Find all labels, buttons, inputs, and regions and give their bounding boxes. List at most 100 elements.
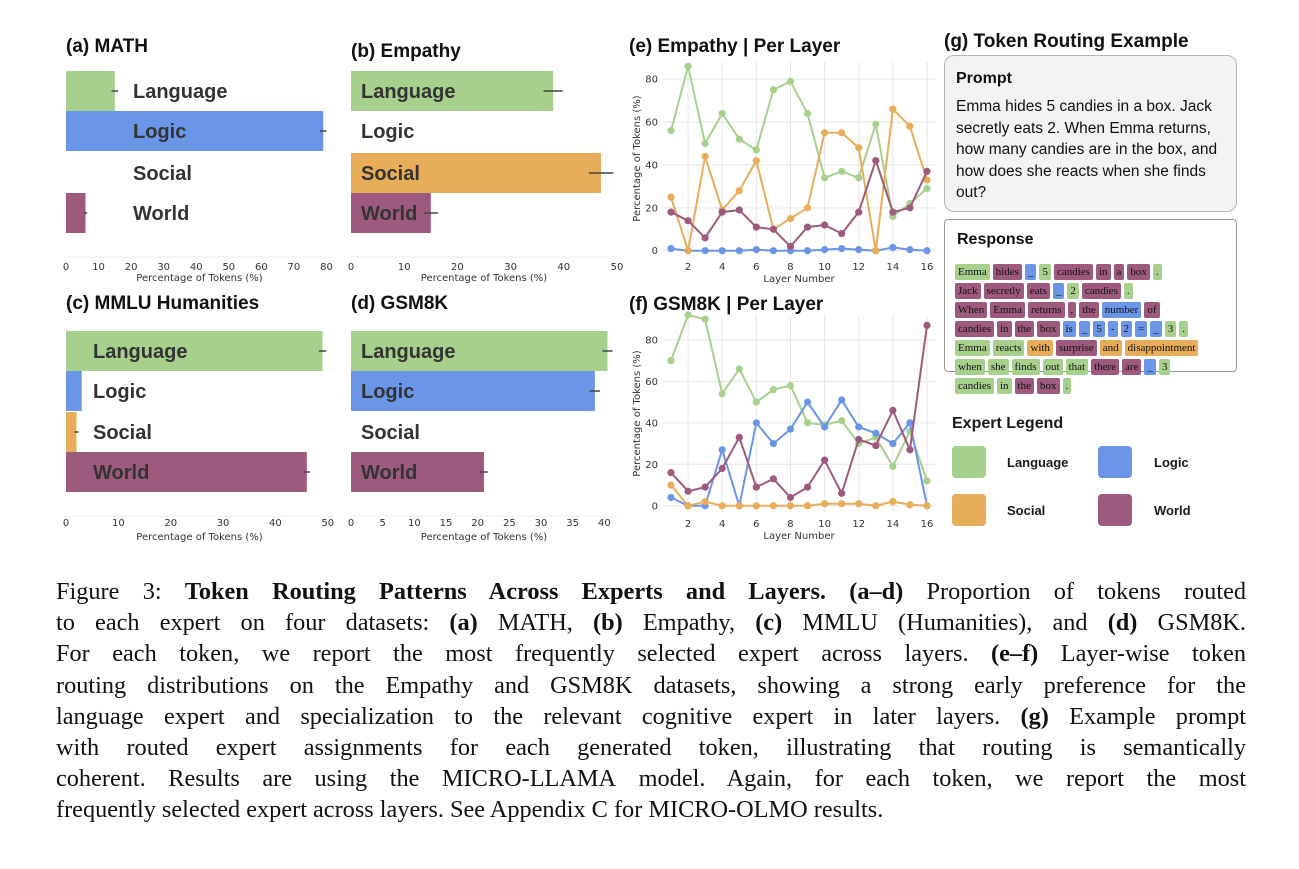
- bar-label-language: Language: [133, 81, 227, 103]
- y-tick-label: 80: [645, 335, 658, 346]
- bar-language: [66, 71, 115, 111]
- data-point-world: [889, 208, 897, 216]
- figure-caption: Figure 3: Token Routing Patterns Across …: [56, 576, 1246, 826]
- data-point-social: [821, 129, 829, 137]
- bar-social: [66, 412, 77, 452]
- x-axis-label: Percentage of Tokens (%): [421, 273, 547, 284]
- data-point-social: [718, 502, 726, 510]
- x-axis-label: Percentage of Tokens (%): [421, 532, 547, 543]
- bar-language: [66, 331, 323, 371]
- token-logic: is: [1062, 320, 1076, 337]
- data-point-social: [855, 500, 863, 508]
- prompt-box: Prompt Emma hides 5 candies in a box. Ja…: [944, 55, 1237, 212]
- legend-label-social: Social: [1007, 503, 1045, 518]
- data-point-logic: [838, 396, 846, 404]
- data-point-logic: [718, 247, 726, 255]
- data-point-logic: [803, 247, 812, 255]
- data-point-language: [821, 174, 829, 182]
- data-point-social: [667, 481, 675, 489]
- x-tick-label: 10: [408, 518, 421, 529]
- data-point-world: [923, 321, 931, 329]
- bar-language: [351, 71, 554, 111]
- chart-title: (c) MMLU Humanities: [66, 293, 259, 314]
- data-point-world: [684, 217, 692, 225]
- prompt-text: Emma hides 5 candies in a box. Jack secr…: [956, 98, 1218, 201]
- token-world: eats: [1026, 282, 1050, 299]
- x-tick-label: 30: [535, 518, 548, 529]
- x-tick-label: 20: [164, 518, 177, 529]
- x-tick-label: 12: [852, 262, 865, 273]
- token-social: and: [1099, 339, 1122, 356]
- y-axis-label: Percentage of Tokens (%): [632, 350, 643, 476]
- data-point-social: [735, 187, 743, 195]
- token-world: box: [1127, 263, 1150, 280]
- data-point-social: [906, 501, 914, 509]
- data-point-language: [718, 390, 726, 398]
- y-tick-label: 0: [652, 501, 658, 512]
- line-chart-e: (e) Empathy | Per Layer 0 20 40 60 80 2 4 6 8 10 12…: [629, 36, 935, 285]
- token-logic: _: [1052, 282, 1065, 299]
- token-world: surprise: [1055, 339, 1097, 356]
- token-world: in: [996, 320, 1012, 337]
- x-tick-label: 50: [611, 262, 624, 273]
- data-point-world: [718, 464, 726, 473]
- series-line-world: [670, 325, 928, 499]
- bar-label-social: Social: [361, 163, 420, 185]
- y-tick-label: 20: [645, 460, 658, 471]
- y-tick-label: 60: [645, 118, 658, 129]
- bar-label-world: World: [133, 203, 189, 225]
- token-language: reacts: [992, 339, 1025, 356]
- data-point-social: [752, 157, 760, 165]
- token-language: .: [1123, 282, 1133, 299]
- data-point-world: [872, 442, 880, 450]
- data-point-world: [855, 208, 863, 216]
- legend-title: Expert Legend: [952, 415, 1063, 432]
- response-tokens: Emma hides _ 5 candies in a box. Jack secretly eat…: [955, 262, 1235, 395]
- chart-title: (b) Empathy: [351, 41, 461, 62]
- data-point-language: [769, 386, 778, 394]
- x-tick-label: 35: [566, 518, 579, 529]
- x-tick-label: 20: [471, 518, 484, 529]
- response-line: Jack secretly eats _ 2 candies.: [955, 281, 1235, 300]
- x-tick-label: 10: [112, 518, 125, 529]
- bar-label-language: Language: [361, 341, 455, 363]
- token-world: Jack: [955, 282, 981, 299]
- y-tick-label: 0: [652, 246, 658, 257]
- data-point-world: [803, 483, 812, 491]
- token-logic: _: [1024, 263, 1037, 280]
- data-point-logic: [821, 246, 829, 254]
- y-tick-label: 80: [645, 75, 658, 86]
- data-point-logic: [923, 247, 931, 255]
- token-world: candies: [955, 320, 994, 337]
- x-tick-label: 4: [719, 262, 725, 273]
- response-line: when she finds out that there are _ 3: [955, 357, 1235, 376]
- data-point-language: [701, 315, 709, 323]
- data-point-world: [803, 223, 812, 231]
- y-tick-label: 40: [645, 160, 658, 171]
- data-point-social: [735, 502, 743, 510]
- x-tick-label: 70: [288, 262, 301, 273]
- series-line-world: [670, 157, 928, 248]
- bar-label-social: Social: [93, 422, 152, 444]
- data-point-world: [735, 433, 743, 441]
- caption-line: with routed expert assignments for each …: [56, 734, 1246, 762]
- token-logic: _: [1144, 358, 1156, 375]
- token-social: disappointment: [1124, 339, 1199, 356]
- data-point-social: [889, 498, 897, 506]
- data-point-social: [923, 176, 931, 184]
- data-point-social: [889, 105, 897, 113]
- x-tick-label: 8: [787, 262, 793, 273]
- token-language: .: [1062, 377, 1072, 394]
- data-point-logic: [667, 244, 675, 253]
- x-axis-label: Layer Number: [763, 274, 835, 285]
- x-tick-label: 60: [255, 262, 268, 273]
- x-tick-label: 4: [719, 519, 725, 530]
- token-world: candies: [1081, 282, 1121, 299]
- response-title: Response: [957, 231, 1034, 248]
- data-point-language: [838, 417, 846, 425]
- token-language: 3: [1164, 320, 1177, 337]
- data-point-social: [803, 502, 812, 510]
- data-point-world: [752, 223, 760, 231]
- response-line: When Emma returns, the number of: [955, 300, 1235, 319]
- data-point-world: [752, 483, 760, 491]
